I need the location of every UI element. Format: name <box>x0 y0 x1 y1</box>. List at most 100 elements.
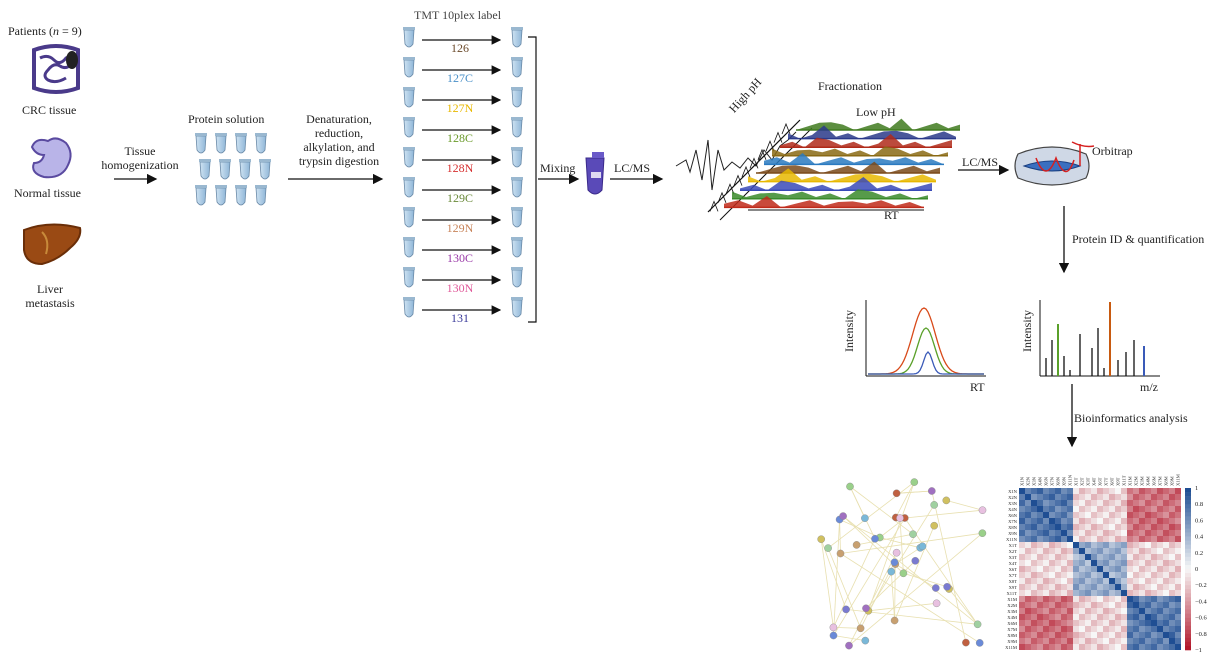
heatmap-cell <box>1037 608 1043 614</box>
heatmap-cell <box>1025 566 1031 572</box>
heatmap-cell <box>1163 560 1169 566</box>
heatmap-cell <box>1169 632 1175 638</box>
heatmap-cell <box>1109 494 1115 500</box>
heatmap-cell <box>1091 554 1097 560</box>
heatmap-cell <box>1127 542 1133 548</box>
heatmap-cell <box>1043 536 1049 542</box>
heatmap-cell <box>1133 596 1139 602</box>
heatmap-cell <box>1097 578 1103 584</box>
heatmap-cell <box>1157 572 1163 578</box>
tmt-tube-right-icon <box>511 267 523 288</box>
heatmap-cell <box>1055 614 1061 620</box>
network-edge <box>903 572 948 588</box>
heatmap-row-label: X9T <box>1009 585 1018 590</box>
heatmap-cell <box>1043 488 1049 494</box>
heatmap-cell <box>1073 578 1079 584</box>
heatmap-cell <box>1109 602 1115 608</box>
heatmap-cell <box>1157 620 1163 626</box>
heatmap-cell <box>1139 596 1145 602</box>
heatmap-cell <box>1103 530 1109 536</box>
heatmap-cell <box>1145 596 1151 602</box>
heatmap-cell <box>1151 578 1157 584</box>
heatmap-cell <box>1073 530 1079 536</box>
heatmap-cell <box>1139 500 1145 506</box>
network-edge <box>827 547 861 629</box>
heatmap-cell <box>1121 572 1127 578</box>
heatmap-cell <box>1103 626 1109 632</box>
heatmap-cell <box>1079 620 1085 626</box>
heatmap-cell <box>1139 542 1145 548</box>
heatmap-cell <box>1139 554 1145 560</box>
heatmap-cell <box>1061 644 1067 650</box>
heatmap-cell <box>1133 554 1139 560</box>
heatmap-cell <box>1031 578 1037 584</box>
heatmap-row-label: X3M <box>1007 609 1017 614</box>
heatmap-cell <box>1073 500 1079 506</box>
heatmap-cell <box>1139 518 1145 524</box>
heatmap-cell <box>1031 602 1037 608</box>
network-edge <box>833 519 840 636</box>
heatmap-row-label: X1M <box>1007 597 1017 602</box>
scale-segment <box>1185 637 1191 643</box>
heatmap-row-label: X9N <box>1008 531 1018 536</box>
heatmap-cell <box>1151 512 1157 518</box>
network-node <box>928 487 936 495</box>
heatmap-cell <box>1061 536 1067 542</box>
network-edge <box>833 517 906 636</box>
heatmap-cell <box>1025 578 1031 584</box>
heatmap-cell <box>1085 572 1091 578</box>
heatmap-cell <box>1169 590 1175 596</box>
scale-segment <box>1185 496 1191 501</box>
network-node <box>975 639 984 647</box>
heatmap-cell <box>1061 560 1067 566</box>
heatmap-cell <box>1169 524 1175 530</box>
heatmap-cell <box>1133 620 1139 626</box>
heatmap-cell <box>1037 626 1043 632</box>
network-node <box>861 636 870 645</box>
heatmap-cell <box>1049 608 1055 614</box>
heatmap-cell <box>1097 500 1103 506</box>
heatmap-cell <box>1127 602 1133 608</box>
heatmap-row-label: X11T <box>1006 591 1017 596</box>
heatmap-cell <box>1055 590 1061 596</box>
heatmap-cell <box>1085 638 1091 644</box>
heatmap-cell <box>1103 548 1109 554</box>
heatmap-cell <box>1079 566 1085 572</box>
heatmap-cell <box>1103 644 1109 650</box>
tissue-label-crc: CRC tissue <box>22 103 77 117</box>
heatmap-cell <box>1061 638 1067 644</box>
heatmap-cell <box>1133 626 1139 632</box>
heatmap-cell <box>1019 548 1025 554</box>
heatmap-cell <box>1037 512 1043 518</box>
network-node <box>942 496 951 505</box>
heatmap-cell <box>1127 608 1133 614</box>
heatmap-cell <box>1121 512 1127 518</box>
heatmap-cell <box>1127 500 1133 506</box>
network-node <box>943 583 951 591</box>
heatmap-cell <box>1067 500 1073 506</box>
heatmap-col-label: X8M <box>1164 476 1169 486</box>
heatmap-col-label: X6N <box>1044 476 1049 486</box>
heatmap-cell <box>1085 626 1091 632</box>
heatmap-cell <box>1175 560 1181 566</box>
heatmap-cell <box>1151 548 1157 554</box>
heatmap-cell <box>1097 536 1103 542</box>
heatmap-col-label: X9M <box>1170 476 1175 486</box>
network-node <box>836 549 845 558</box>
heatmap-cell <box>1067 506 1073 512</box>
heatmap-cell <box>1175 524 1181 530</box>
heatmap-cell <box>1163 512 1169 518</box>
tmt-tube-left-icon <box>403 27 415 48</box>
protein-tube-icon <box>255 185 267 206</box>
fraction-hp-peak <box>733 174 743 186</box>
heatmap-cell <box>1067 596 1073 602</box>
heatmap-cell <box>1151 536 1157 542</box>
bioinformatics-label: Bioinformatics analysis <box>1074 411 1188 425</box>
network-edge <box>894 564 896 621</box>
heatmap-cell <box>1025 572 1031 578</box>
heatmap-cell <box>1103 566 1109 572</box>
heatmap-cell <box>1175 566 1181 572</box>
heatmap-cell <box>1145 506 1151 512</box>
heatmap-cell <box>1175 536 1181 542</box>
